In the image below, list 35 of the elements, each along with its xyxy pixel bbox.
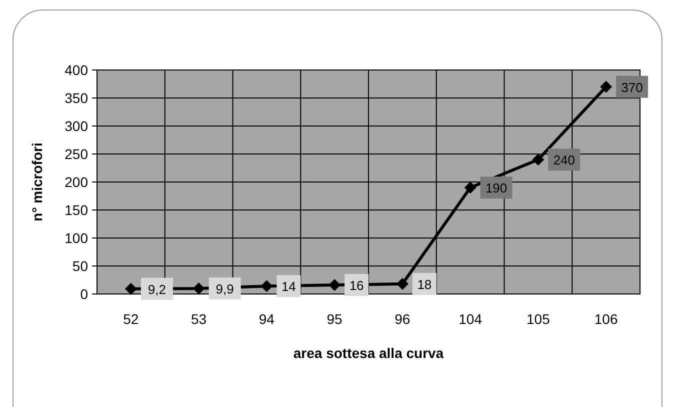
y-tick-label: 0: [80, 286, 88, 302]
data-label: 240: [553, 152, 576, 168]
x-tick-label: 104: [458, 311, 482, 327]
y-tick-label: 250: [64, 146, 88, 162]
x-tick-label: 105: [526, 311, 550, 327]
data-label: 190: [485, 180, 508, 196]
data-label: 9,2: [148, 282, 166, 297]
y-axis-title: n° microfori: [29, 142, 45, 222]
x-tick-label: 52: [123, 311, 139, 327]
point: [192, 282, 205, 294]
point: [124, 282, 137, 295]
data-label: 16: [349, 278, 364, 294]
y-tick-label: 400: [64, 62, 88, 78]
y-tick-label: 100: [64, 230, 88, 246]
y-tick-label: 300: [64, 118, 88, 134]
data-label: 14: [281, 279, 296, 294]
x-tick-label: 53: [191, 311, 207, 327]
data-label: 18: [417, 276, 432, 292]
point: [328, 279, 341, 292]
y-tick-label: 200: [64, 174, 88, 190]
x-tick-label: 94: [258, 311, 275, 327]
y-tick-label: 150: [64, 202, 88, 218]
x-tick-label: 106: [594, 311, 618, 327]
y-tick-label: 50: [72, 258, 88, 274]
point: [464, 182, 476, 194]
x-tick-label: 96: [394, 311, 410, 327]
y-tick-label: 350: [64, 90, 88, 106]
x-tick-label: 95: [326, 311, 343, 327]
point: [396, 278, 408, 290]
data-label: 9,9: [216, 281, 234, 296]
point: [600, 80, 612, 93]
x-axis-title: area sottesa alla curva: [293, 345, 444, 361]
point: [260, 280, 273, 292]
data-label: 370: [621, 80, 643, 95]
point: [532, 154, 544, 166]
